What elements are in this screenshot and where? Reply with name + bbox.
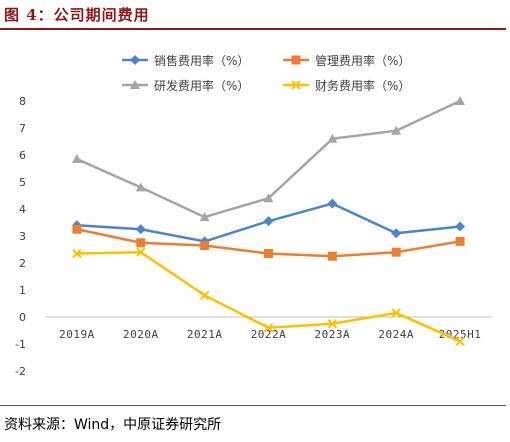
data-point xyxy=(455,336,465,347)
data-point xyxy=(455,221,466,232)
y-tick-label: 6 xyxy=(19,149,26,162)
source-note: 资料来源：Wind，中原证券研究所 xyxy=(4,417,222,433)
legend-label: 财务费用率（%） xyxy=(315,78,410,93)
series-2 xyxy=(71,96,466,222)
title-rule xyxy=(0,28,506,30)
figure-title: 图 4：公司期间费用 xyxy=(4,6,150,24)
x-tick-label: 2023A xyxy=(315,328,351,341)
data-point xyxy=(391,228,402,239)
y-tick-label: -1 xyxy=(15,338,26,351)
x-tick-label: 2019A xyxy=(59,328,95,341)
data-point xyxy=(263,323,274,333)
data-point xyxy=(199,212,210,222)
series-0 xyxy=(71,198,466,247)
data-point xyxy=(136,247,146,257)
legend-item: 财务费用率（%） xyxy=(283,78,410,93)
data-point xyxy=(291,55,301,65)
data-point xyxy=(135,182,146,192)
y-tick-label: 5 xyxy=(19,176,26,189)
legend-label: 销售费用率（%） xyxy=(154,53,249,68)
x-tick-label: 2020A xyxy=(123,328,159,341)
data-point xyxy=(130,80,140,89)
data-point xyxy=(455,96,466,105)
data-point xyxy=(263,193,274,203)
data-point xyxy=(264,249,273,259)
data-point xyxy=(71,154,82,164)
y-tick-label: -2 xyxy=(15,365,26,378)
data-point xyxy=(130,55,140,65)
x-tick-label: 2024A xyxy=(378,328,414,341)
data-point xyxy=(391,308,401,318)
data-point xyxy=(72,248,82,259)
data-point xyxy=(200,240,210,250)
series-3 xyxy=(72,247,465,347)
y-tick-label: 0 xyxy=(19,311,26,324)
legend-item: 研发费用率（%） xyxy=(122,78,249,93)
source-rule xyxy=(0,405,506,406)
data-point xyxy=(136,238,146,248)
y-tick-label: 8 xyxy=(19,95,26,108)
data-point xyxy=(391,125,402,135)
data-point xyxy=(135,224,146,235)
data-point xyxy=(327,319,338,329)
x-tick-label: 2021A xyxy=(187,328,223,341)
data-point xyxy=(327,251,337,261)
data-point xyxy=(327,198,338,209)
y-tick-label: 4 xyxy=(19,203,26,216)
legend-item: 管理费用率（%） xyxy=(283,53,410,68)
y-tick-label: 3 xyxy=(19,230,26,243)
y-tick-label: 7 xyxy=(19,122,26,135)
data-point xyxy=(263,216,274,227)
legend-label: 管理费用率（%） xyxy=(315,53,410,68)
data-point xyxy=(291,80,301,90)
series-1 xyxy=(72,224,465,261)
legend-item: 销售费用率（%） xyxy=(122,53,249,68)
legend-label: 研发费用率（%） xyxy=(154,78,249,93)
data-point xyxy=(72,224,82,234)
y-tick-label: 1 xyxy=(19,284,26,297)
x-tick-label: 2022A xyxy=(251,328,287,341)
y-tick-label: 2 xyxy=(19,257,26,270)
data-point xyxy=(455,236,465,246)
data-point xyxy=(391,247,401,257)
data-point xyxy=(199,290,210,301)
data-point xyxy=(327,133,338,143)
